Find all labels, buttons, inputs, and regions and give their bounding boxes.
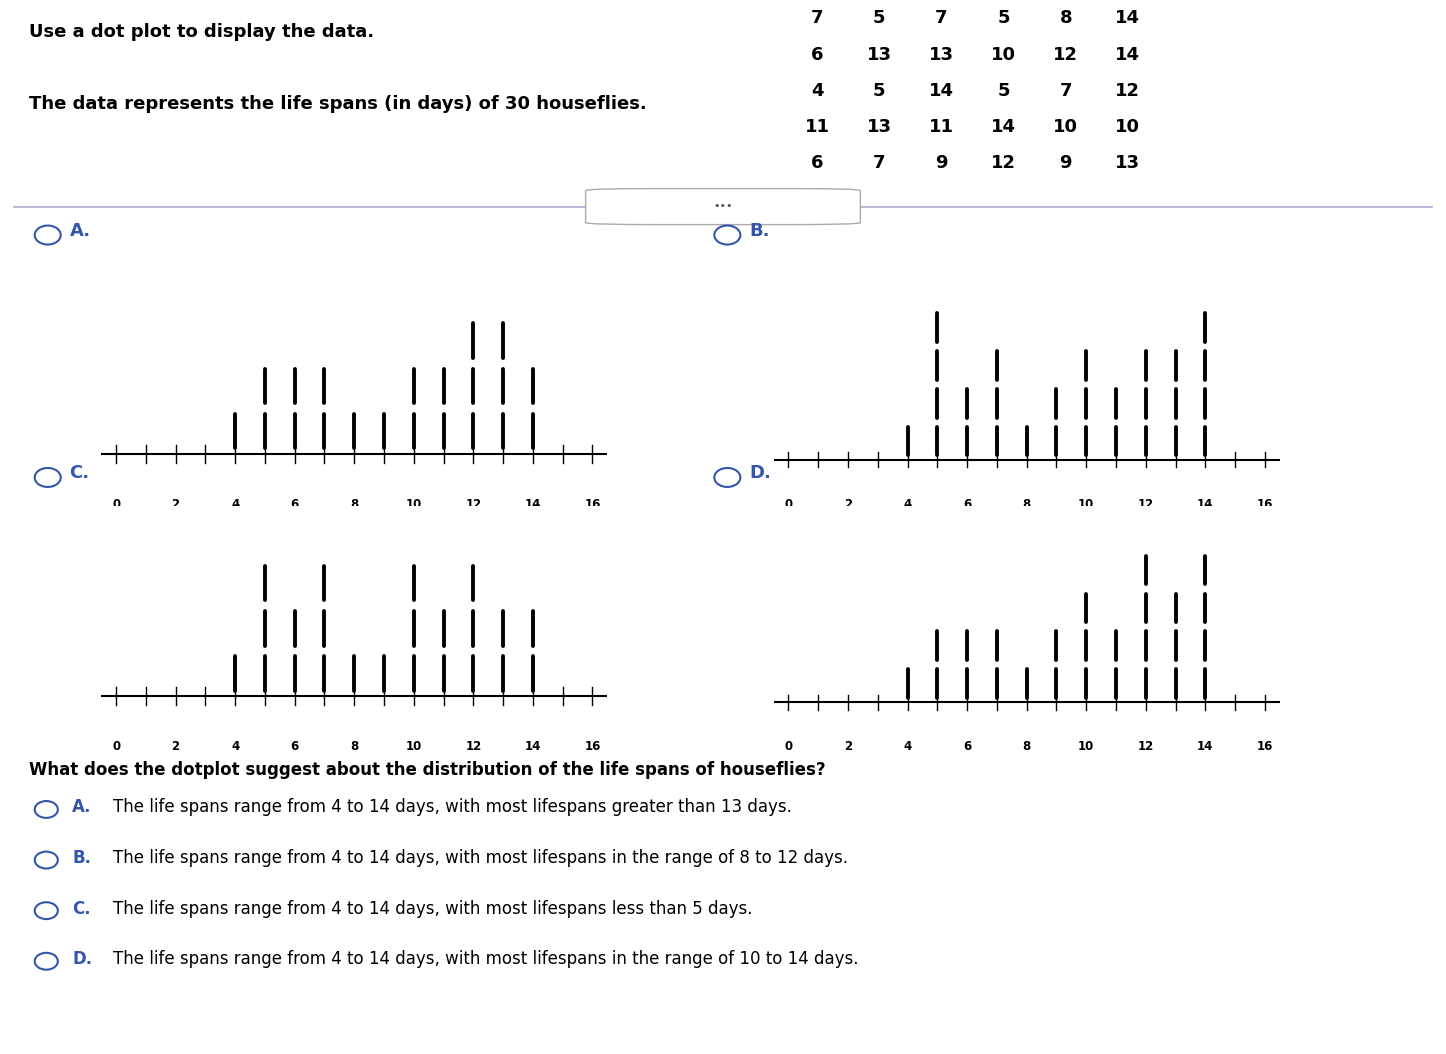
Text: 9: 9 (1060, 154, 1071, 172)
Text: A.: A. (72, 798, 91, 817)
Text: 6: 6 (811, 45, 823, 63)
Text: What does the dotplot suggest about the distribution of the life spans of housef: What does the dotplot suggest about the … (29, 761, 826, 779)
Text: 14: 14 (928, 81, 954, 99)
Text: B.: B. (749, 221, 769, 240)
Text: A.: A. (69, 221, 91, 240)
Text: Use a dot plot to display the data.: Use a dot plot to display the data. (29, 23, 375, 41)
Text: 13: 13 (866, 45, 892, 63)
Text: 7: 7 (873, 154, 885, 172)
Text: C.: C. (69, 464, 90, 483)
Text: 10: 10 (1053, 118, 1079, 136)
Text: 9: 9 (936, 154, 947, 172)
Text: 12: 12 (1115, 81, 1141, 99)
Text: The life spans range from 4 to 14 days, with most lifespans less than 5 days.: The life spans range from 4 to 14 days, … (113, 899, 752, 918)
Text: 4: 4 (811, 81, 823, 99)
Text: D.: D. (749, 464, 771, 483)
Text: 14: 14 (1115, 9, 1141, 27)
Text: The life spans range from 4 to 14 days, with most lifespans in the range of 8 to: The life spans range from 4 to 14 days, … (113, 848, 847, 867)
Text: 7: 7 (1060, 81, 1071, 99)
Text: 6: 6 (811, 154, 823, 172)
Text: 8: 8 (1060, 9, 1071, 27)
FancyBboxPatch shape (586, 189, 860, 225)
Text: 10: 10 (991, 45, 1017, 63)
Text: The life spans range from 4 to 14 days, with most lifespans in the range of 10 t: The life spans range from 4 to 14 days, … (113, 950, 859, 969)
Text: 5: 5 (998, 9, 1009, 27)
Text: 5: 5 (873, 9, 885, 27)
Text: D.: D. (72, 950, 93, 969)
Text: 10: 10 (1115, 118, 1141, 136)
Text: B.: B. (72, 848, 91, 867)
Text: The life spans range from 4 to 14 days, with most lifespans greater than 13 days: The life spans range from 4 to 14 days, … (113, 798, 791, 817)
Text: 13: 13 (1115, 154, 1141, 172)
Text: •••: ••• (713, 200, 733, 211)
Text: 12: 12 (991, 154, 1017, 172)
Text: 7: 7 (811, 9, 823, 27)
Text: 14: 14 (1115, 45, 1141, 63)
Text: 11: 11 (804, 118, 830, 136)
Text: 14: 14 (991, 118, 1017, 136)
Text: C.: C. (72, 899, 91, 918)
Text: 5: 5 (998, 81, 1009, 99)
Text: 11: 11 (928, 118, 954, 136)
Text: 5: 5 (873, 81, 885, 99)
Text: 7: 7 (936, 9, 947, 27)
Text: 13: 13 (928, 45, 954, 63)
Text: 12: 12 (1053, 45, 1079, 63)
Text: 13: 13 (866, 118, 892, 136)
Text: The data represents the life spans (in days) of 30 houseflies.: The data represents the life spans (in d… (29, 95, 646, 113)
